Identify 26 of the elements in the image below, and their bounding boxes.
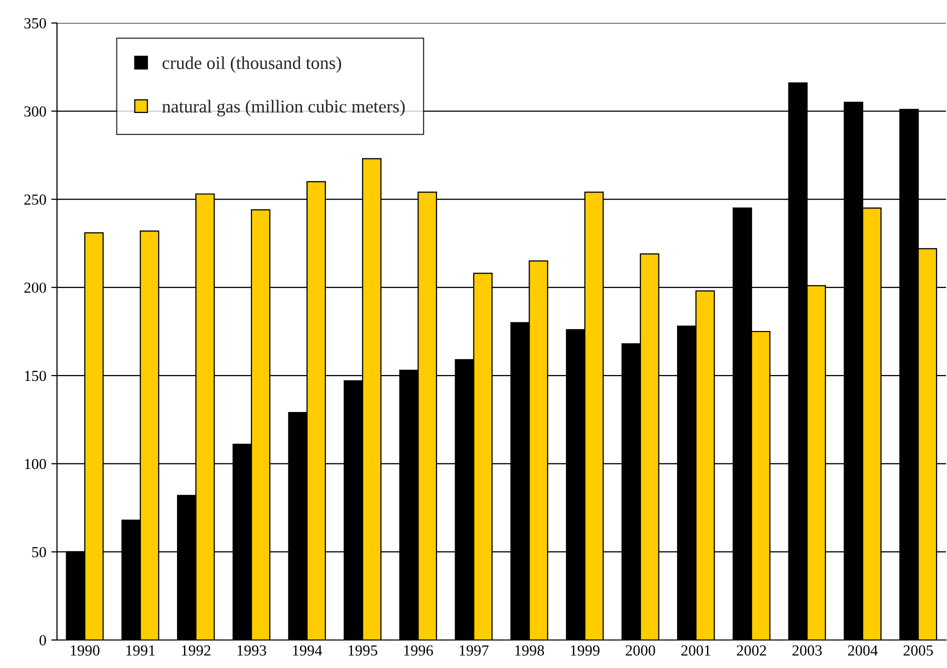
- x-tick-label: 1991: [126, 645, 155, 656]
- x-tick-label: 1994: [293, 645, 322, 656]
- y-tick-label: 250: [24, 194, 46, 205]
- y-tick-label: 150: [25, 370, 46, 382]
- x-tick-label: 1999: [570, 645, 600, 656]
- y-tick-label: 300: [24, 106, 46, 117]
- x-tick-label: 2005: [904, 645, 933, 656]
- legend-label: crude oil (thousand tons): [162, 56, 342, 73]
- x-tick-label: 1997: [460, 645, 489, 656]
- y-tick-label: 100: [25, 458, 46, 470]
- x-tick-label: 1990: [70, 645, 100, 656]
- x-tick-label: 2002: [736, 645, 766, 656]
- y-tick-label: 200: [24, 282, 46, 293]
- x-tick-label: 2000: [626, 645, 656, 656]
- legend-label: natural gas (million cubic meters): [162, 100, 405, 116]
- y-tick-label: 0: [40, 635, 46, 646]
- x-tick-label: 1995: [348, 645, 378, 656]
- y-tick-label: 50: [32, 547, 46, 558]
- x-tick-label: 1992: [182, 645, 210, 656]
- x-tick-label: 2004: [848, 645, 878, 656]
- y-tick-label: 350: [24, 18, 46, 28]
- x-tick-label: 2003: [792, 645, 822, 656]
- x-tick-label: 2001: [681, 645, 710, 656]
- x-tick-label: 1998: [515, 645, 544, 656]
- x-tick-label: 1996: [404, 645, 433, 656]
- x-tick-label: 1993: [238, 645, 266, 656]
